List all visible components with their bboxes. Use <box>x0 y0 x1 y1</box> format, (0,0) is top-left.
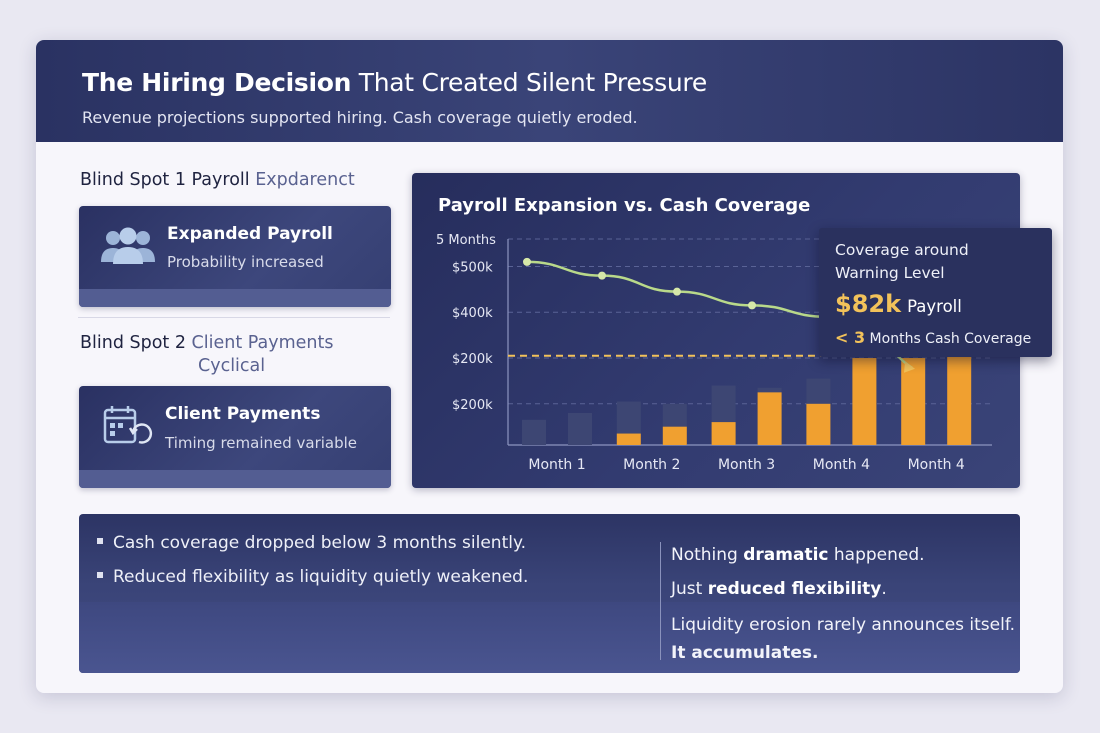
expanded-payroll-title: Expanded Payroll <box>167 224 333 244</box>
y-axis-top-label: 5 Months <box>436 233 496 248</box>
rl1-post: happened. <box>828 545 925 565</box>
cash-coverage-point <box>523 257 531 266</box>
y-tick-label: $200k <box>452 352 493 367</box>
bar-background <box>568 412 592 445</box>
summary-right-line3: Liquidity erosion rarely announces itsel… <box>671 615 1015 635</box>
client-payments-card[interactable]: Client Payments Timing remained variable <box>79 386 391 488</box>
blind-spot-2-accent: Client Payments <box>191 333 334 353</box>
card-strip <box>79 470 391 488</box>
title-rest: That Created Silent Pressure <box>351 68 707 97</box>
blind-spot-2-accent-2: Cyclical <box>198 356 266 376</box>
coverage-callout: Coverage around Warning Level $82k Payrol… <box>819 228 1052 357</box>
expanded-payroll-card[interactable]: Expanded Payroll Probability increased <box>79 206 391 307</box>
rl1-pre: Nothing <box>671 545 744 565</box>
summary-separator <box>660 542 661 660</box>
summary-right-line2: Just reduced flexibility. <box>671 579 887 599</box>
blind-spot-2-label-line2: Cyclical <box>198 356 265 376</box>
x-tick-label: Month 4 <box>908 457 965 473</box>
card-strip <box>79 289 391 307</box>
cash-coverage-point <box>673 287 681 296</box>
callout-coverage: < 3 Months Cash Coverage <box>835 328 1031 347</box>
callout-amount: $82k <box>835 290 902 318</box>
x-tick-label: Month 2 <box>623 457 680 473</box>
y-tick-label: $400k <box>452 306 493 321</box>
blind-spot-2-text: Blind Spot 2 <box>80 333 192 353</box>
bullet-text: Reduced flexibility as liquidity quietly… <box>113 567 529 587</box>
bar-payroll <box>947 346 972 445</box>
bar-payroll <box>616 433 641 445</box>
rl2-pre: Just <box>671 579 708 599</box>
bar-payroll <box>757 392 782 445</box>
bar-payroll <box>711 422 736 445</box>
rl2-post: . <box>881 579 887 599</box>
x-tick-label: Month 3 <box>718 457 775 473</box>
chart-title: Payroll Expansion vs. Cash Coverage <box>438 195 811 216</box>
dashboard-card: The Hiring Decision That Created Silent … <box>36 40 1063 693</box>
y-tick-label: $500k <box>452 260 493 275</box>
summary-panel: Cash coverage dropped below 3 months sil… <box>79 514 1020 673</box>
summary-bullet-2: Reduced flexibility as liquidity quietly… <box>97 567 528 587</box>
callout-amount-row: $82k Payroll <box>835 290 962 318</box>
chart-svg: 5 Months $500k $400k $200k $200k Month 1 Month… <box>436 233 992 473</box>
users-icon <box>99 226 157 272</box>
callout-coverage-text: Months Cash Coverage <box>865 331 1032 347</box>
cash-coverage-point <box>598 271 606 280</box>
section-divider <box>78 317 390 318</box>
summary-bullet-1: Cash coverage dropped below 3 months sil… <box>97 533 526 553</box>
bar-payroll <box>662 426 687 445</box>
calendar-refresh-icon <box>103 404 159 452</box>
title-bold: The Hiring Decision <box>82 68 352 97</box>
rl2-bold: reduced flexibility <box>707 579 882 599</box>
summary-right-line4: It accumulates. <box>671 643 819 663</box>
header-banner: The Hiring Decision That Created Silent … <box>36 40 1063 142</box>
expanded-payroll-sub: Probability increased <box>167 253 324 271</box>
bar-payroll <box>901 358 926 445</box>
rl1-bold: dramatic <box>743 545 829 565</box>
page-title: The Hiring Decision That Created Silent … <box>82 68 707 97</box>
x-tick-label: Month 4 <box>813 457 870 473</box>
bar-payroll <box>852 358 877 445</box>
blind-spot-1-text: Blind Spot 1 Payroll <box>80 170 256 190</box>
x-tick-label: Month 1 <box>528 457 585 473</box>
bar-payroll <box>806 403 831 445</box>
y-tick-label: $200k <box>452 398 493 413</box>
client-payments-title: Client Payments <box>165 404 321 424</box>
callout-amount-label: Payroll <box>907 297 962 316</box>
bullet-square-icon <box>97 538 103 544</box>
client-payments-sub: Timing remained variable <box>165 434 358 452</box>
summary-band <box>79 602 1020 673</box>
summary-right-line1: Nothing dramatic happened. <box>671 545 925 565</box>
chart-panel: Payroll Expansion vs. Cash Coverage 5 Mo… <box>412 173 1020 488</box>
blind-spot-1-accent: Expdarenct <box>255 170 355 190</box>
callout-line2: Warning Level <box>835 264 945 282</box>
bullet-square-icon <box>97 572 103 578</box>
arrow-head-icon <box>904 361 915 373</box>
page-subtitle: Revenue projections supported hiring. Ca… <box>82 108 638 127</box>
blind-spot-1-label: Blind Spot 1 Payroll Expdarenct <box>80 170 355 190</box>
bullet-text: Cash coverage dropped below 3 months sil… <box>113 533 526 553</box>
callout-line1: Coverage around <box>835 241 969 259</box>
callout-coverage-prefix: < 3 <box>835 328 866 347</box>
cash-coverage-point <box>748 301 756 310</box>
bar-background <box>522 419 546 445</box>
blind-spot-2-label: Blind Spot 2 Client Payments <box>80 333 334 353</box>
